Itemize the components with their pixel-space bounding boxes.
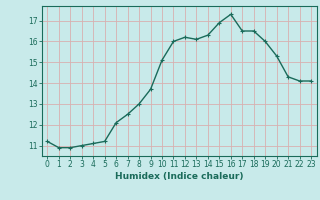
X-axis label: Humidex (Indice chaleur): Humidex (Indice chaleur) [115,172,244,181]
